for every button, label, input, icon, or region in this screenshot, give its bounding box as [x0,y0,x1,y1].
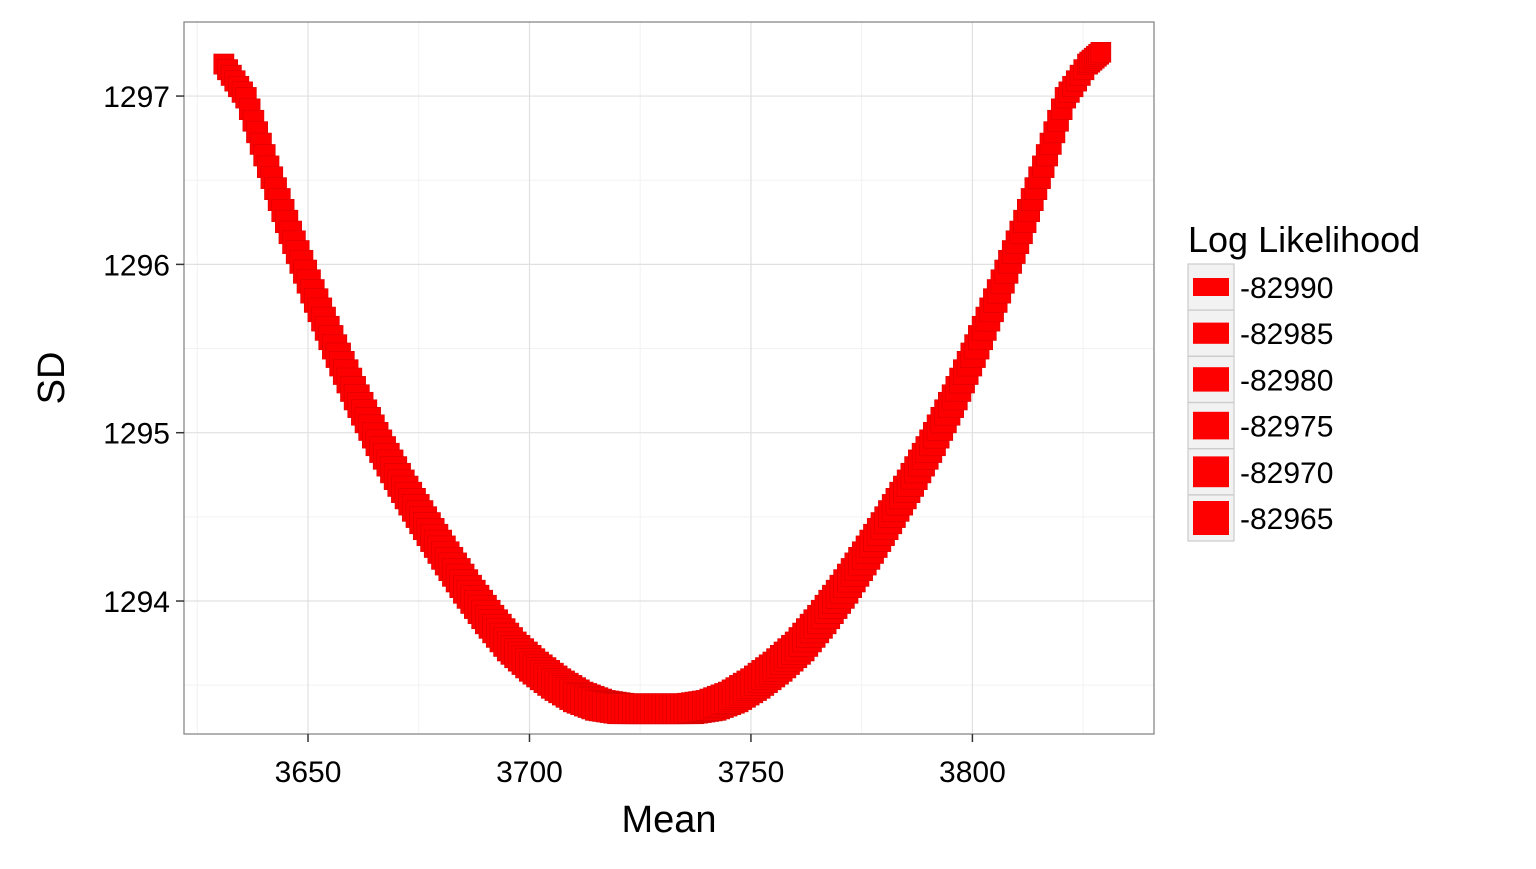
legend-entry-label: -82975 [1240,411,1333,444]
legend: Log Likelihood -82990-82985-82980-82975-… [1187,219,1420,542]
legend-entries: -82990 -82985 -82980 -82975 -82970 -82965 [1187,263,1333,542]
panel-border [183,21,1155,735]
legend-key-swatch [1193,411,1229,440]
legend-entry-label: -82970 [1240,457,1333,490]
y-axis: 1294 1295 1296 1297 [103,81,184,619]
grid-minor [184,22,1154,734]
legend-key-swatch [1193,501,1229,535]
y-tick-label: 1297 [103,81,170,114]
x-axis: 3650 3700 3750 3800 [275,734,1006,789]
legend-key-swatch [1193,278,1229,296]
legend-entry-label: -82990 [1240,272,1333,305]
x-axis-label: Mean [621,799,716,841]
x-tick-label: 3650 [275,756,342,789]
y-tick-label: 1296 [103,249,170,282]
legend-key-swatch [1193,322,1229,344]
legend-entry-label: -82965 [1240,503,1333,536]
legend-key-swatch [1193,456,1229,488]
data-points [213,41,1112,725]
legend-key-swatch [1193,367,1229,392]
legend-entry-label: -82980 [1240,364,1333,397]
x-tick-label: 3800 [939,756,1006,789]
legend-entry-label: -82985 [1240,318,1333,351]
y-tick-label: 1294 [103,586,170,619]
data-point [1090,41,1112,63]
y-axis-label: SD [31,352,73,405]
y-tick-label: 1295 [103,418,170,451]
x-tick-label: 3750 [718,756,785,789]
panel-background [184,22,1154,734]
x-tick-label: 3700 [496,756,563,789]
legend-title: Log Likelihood [1188,219,1420,260]
